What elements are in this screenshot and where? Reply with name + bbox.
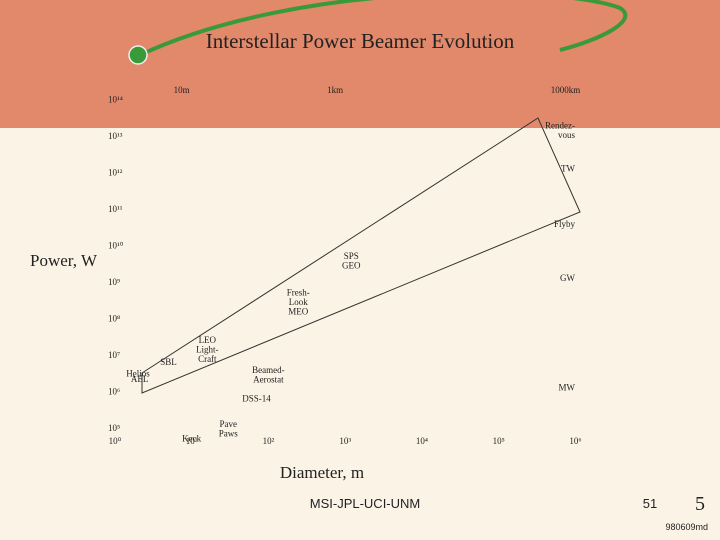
point-label: Beamed-Aerostat (252, 365, 284, 384)
right-scale-label: GW (560, 273, 575, 283)
x-tick-label: 10⁵ (493, 436, 505, 446)
y-axis-label: Power, W (30, 251, 98, 270)
point-label: Fresh-Look MEO (287, 287, 310, 316)
slide-number: 5 (695, 493, 705, 515)
decorative-dot (128, 45, 148, 65)
x-tick-label: 10¹ (186, 436, 198, 446)
top-scale-label: 1km (327, 85, 343, 95)
y-tick-label: 10¹³ (108, 131, 123, 141)
right-scale-label: Rendez-vous (545, 120, 575, 139)
x-axis-label: Diameter, m (280, 463, 364, 482)
y-tick-label: 10⁶ (108, 386, 120, 396)
y-tick-label: 10⁹ (108, 277, 120, 287)
point-label: LEO Light-Craft (196, 335, 219, 364)
y-tick-label: 10⁷ (108, 350, 120, 360)
top-scale-label: 1000km (551, 85, 581, 95)
point-label: AEL (131, 374, 149, 384)
top-scale-label: 10m (174, 85, 190, 95)
y-tick-label: 10¹⁰ (108, 240, 124, 250)
y-tick-label: 10¹¹ (108, 204, 123, 214)
region-outline (141, 117, 581, 394)
decorative-curve (139, 0, 628, 57)
page-number: 51 (643, 496, 657, 511)
point-label: Pave Paws (219, 419, 238, 438)
x-tick-label: 10⁶ (569, 436, 581, 446)
y-tick-label: 10⁸ (108, 313, 120, 323)
point-label: Helios (126, 369, 150, 379)
y-tick-label: 10¹² (108, 167, 123, 177)
x-tick-label: 10² (263, 436, 275, 446)
y-tick-label: 10⁵ (108, 423, 120, 433)
header-band (0, 0, 720, 128)
footer-left: MSI-JPL-UCI-UNM (310, 496, 421, 511)
point-label: DSS-14 (242, 393, 271, 403)
point-label: SBL (160, 357, 177, 367)
right-scale-label: MW (559, 382, 576, 392)
x-tick-label: 10⁴ (416, 436, 428, 446)
point-label: SPS GEO (342, 251, 361, 270)
point-label: Keck (182, 433, 201, 443)
chart-title: Interstellar Power Beamer Evolution (206, 29, 515, 53)
y-tick-label: 10¹⁴ (108, 94, 123, 104)
right-scale-label: Flyby (554, 219, 576, 229)
right-scale-label: TW (561, 163, 575, 173)
x-tick-label: 10³ (339, 436, 351, 446)
x-tick-label: 10⁰ (109, 436, 122, 446)
footer-code: 980609md (665, 522, 708, 532)
